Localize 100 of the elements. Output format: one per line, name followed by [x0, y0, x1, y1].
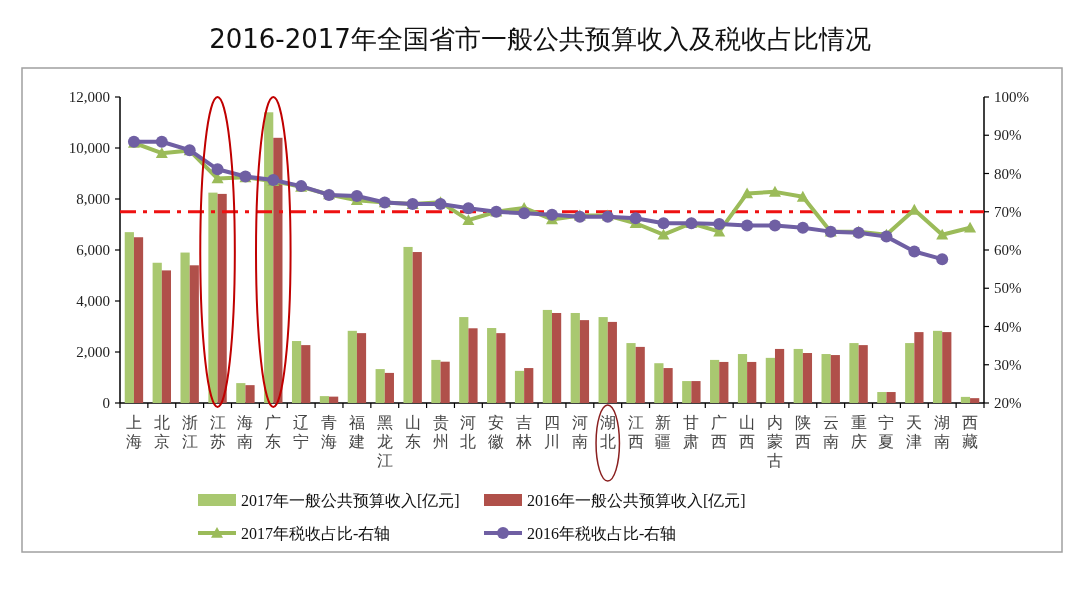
x-tick-label: 安徽 [488, 413, 505, 451]
bar [579, 320, 590, 403]
x-tick-label: 内蒙古 [766, 413, 783, 470]
x-tick-label: 北京 [153, 413, 170, 451]
point [796, 221, 809, 234]
x-tick-label: 江苏 [209, 413, 226, 451]
bar [217, 193, 227, 403]
point [741, 219, 754, 232]
bar [180, 252, 190, 403]
y-tick-label: 8,000 [76, 191, 110, 207]
x-tick-label: 福建 [347, 413, 365, 451]
bar [301, 345, 311, 403]
point [462, 202, 475, 215]
y2-tick-label: 70% [994, 203, 1022, 220]
bar [496, 333, 506, 403]
x-tick-label: 山西 [739, 413, 756, 451]
x-tick-label: 宁夏 [878, 413, 895, 451]
bar [245, 385, 255, 403]
bar [793, 348, 803, 403]
x-tick-label: 山东 [404, 413, 421, 451]
x-tick-label: 四川 [544, 413, 560, 451]
y2-tick-label: 100% [994, 89, 1029, 105]
bar [152, 262, 162, 403]
point [713, 217, 726, 230]
point [741, 187, 754, 199]
x-tick-label: 陕西 [794, 413, 811, 451]
x-tick-label: 河北 [460, 413, 477, 451]
x-tick-label: 辽宁 [293, 413, 310, 451]
legend-label: 2017年税收占比-右轴 [241, 525, 391, 542]
bar [737, 354, 748, 403]
x-tick-label: 湖南 [934, 413, 951, 451]
y2-tick-label: 80% [994, 165, 1022, 182]
legend-label: 2016年一般公共预算收入[亿元] [527, 492, 746, 509]
point [936, 253, 949, 266]
bar [273, 137, 283, 403]
bar [403, 246, 413, 403]
x-tick-label: 广东 [265, 413, 282, 451]
y-tick-label: 6,000 [76, 242, 110, 258]
bar [552, 312, 562, 403]
bar [598, 317, 608, 403]
bar [914, 332, 924, 403]
bar [942, 332, 952, 403]
bar [189, 265, 199, 403]
x-tick-label: 吉林 [515, 413, 533, 451]
y2-tick-label: 90% [994, 127, 1022, 144]
bar [635, 346, 645, 403]
bar [431, 359, 441, 403]
bar [384, 372, 394, 403]
bar [774, 348, 785, 403]
x-tick-label: 新疆 [655, 413, 672, 451]
chart-title: 2016-2017年全国省市一般公共预算收入及税收占比情况 [209, 24, 871, 54]
y2-tick-label: 20% [994, 395, 1022, 411]
point [796, 190, 809, 202]
point [155, 147, 168, 159]
bar [514, 370, 525, 403]
bar [970, 398, 980, 403]
point [768, 219, 781, 232]
y-tick-label: 2,000 [76, 344, 110, 360]
x-tick-label: 浙江 [181, 413, 198, 451]
point [908, 245, 921, 258]
bar [830, 355, 840, 403]
bar [765, 357, 775, 403]
x-tick-label: 黑龙江 [376, 413, 393, 470]
bar [236, 383, 246, 403]
bar [960, 396, 971, 403]
x-tick-label: 重庆 [850, 413, 867, 451]
bar [208, 192, 218, 403]
x-tick-label: 天津 [906, 413, 923, 451]
point [462, 214, 475, 225]
y2-tick-label: 40% [994, 318, 1022, 335]
point [155, 135, 168, 148]
bar [886, 392, 896, 403]
bar [412, 252, 422, 403]
point [434, 198, 447, 211]
bar [802, 353, 813, 403]
x-tick-label: 贵州 [432, 413, 449, 451]
bar [821, 354, 831, 403]
bar [329, 396, 339, 403]
x-tick-label: 海南 [237, 413, 254, 451]
x-tick-label: 湖北 [599, 413, 616, 451]
bar [570, 312, 580, 403]
bar [524, 368, 534, 403]
bar [905, 343, 915, 403]
bar [356, 333, 367, 403]
bar [161, 270, 171, 403]
bar [691, 381, 701, 403]
point [350, 190, 363, 203]
x-tick-label: 西藏 [962, 413, 979, 451]
y2-tick-label: 30% [994, 356, 1022, 373]
bar [626, 343, 636, 403]
bar [654, 363, 664, 403]
point [211, 163, 224, 176]
x-tick-label: 广西 [711, 413, 728, 451]
legend-label: 2017年一般公共预算收入[亿元] [241, 492, 460, 509]
y2-tick-label: 50% [994, 280, 1022, 297]
bar [682, 381, 692, 403]
point [629, 212, 642, 225]
bar [849, 343, 859, 403]
bar [747, 361, 757, 403]
bar [468, 328, 478, 403]
